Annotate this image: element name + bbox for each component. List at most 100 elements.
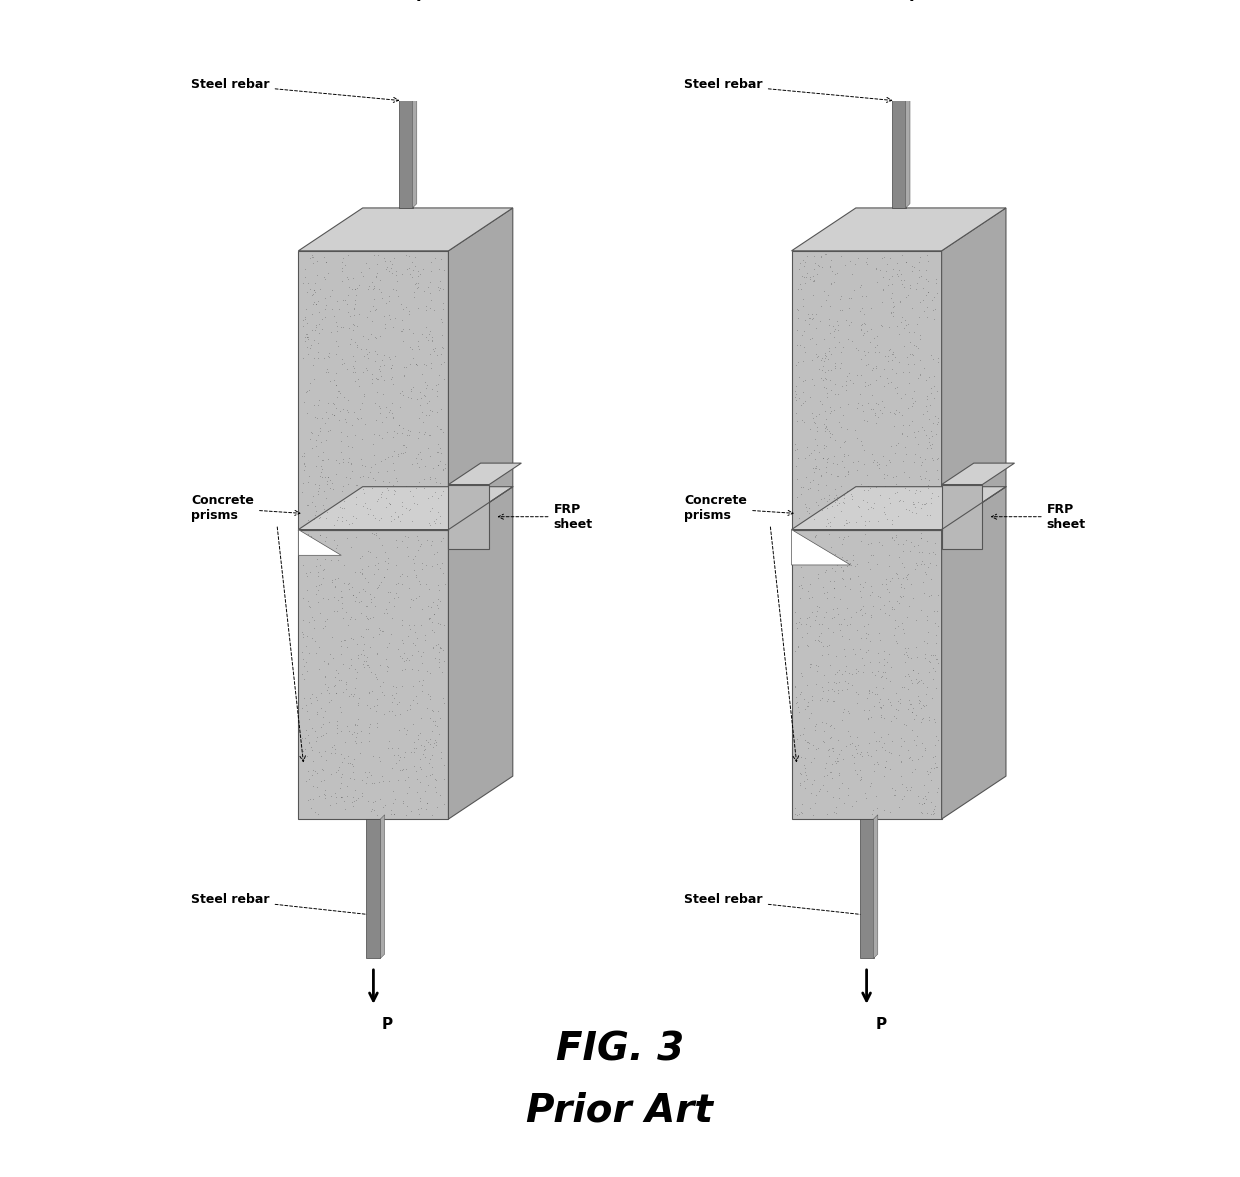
Point	[332, 450, 352, 468]
Point	[852, 299, 872, 318]
Text: P: P	[875, 1017, 887, 1032]
Point	[898, 607, 918, 626]
Point	[315, 701, 335, 720]
Point	[818, 740, 838, 759]
Point	[293, 317, 312, 335]
Point	[383, 374, 403, 393]
Point	[326, 787, 346, 806]
Point	[372, 452, 392, 471]
Point	[859, 733, 879, 752]
Point	[792, 666, 812, 685]
Point	[895, 311, 915, 330]
Polygon shape	[791, 530, 851, 565]
Point	[852, 649, 872, 667]
Point	[789, 259, 808, 278]
Point	[427, 797, 446, 816]
Point	[343, 403, 363, 421]
Point	[905, 706, 925, 725]
Point	[366, 524, 386, 543]
Point	[308, 705, 327, 724]
Point	[345, 315, 365, 334]
Point	[339, 687, 358, 706]
Point	[382, 625, 402, 644]
Point	[806, 674, 826, 693]
Point	[294, 454, 314, 473]
Point	[348, 275, 368, 294]
Point	[921, 586, 941, 605]
Point	[832, 547, 852, 566]
Point	[324, 601, 343, 620]
Point	[794, 756, 813, 774]
Point	[320, 286, 340, 305]
Point	[339, 453, 358, 472]
Point	[393, 418, 413, 437]
Point	[370, 576, 389, 594]
Point	[430, 452, 450, 471]
Point	[360, 723, 379, 742]
Point	[928, 348, 947, 367]
Point	[305, 722, 325, 740]
Point	[873, 663, 893, 681]
Point	[867, 455, 887, 474]
Point	[324, 530, 343, 548]
Point	[828, 551, 848, 570]
Point	[301, 693, 321, 712]
Point	[424, 341, 444, 360]
Point	[405, 479, 425, 498]
Point	[360, 684, 379, 703]
Point	[419, 401, 439, 420]
Point	[868, 644, 888, 663]
Point	[897, 426, 916, 445]
Point	[794, 338, 813, 357]
Point	[319, 541, 339, 560]
Point	[884, 345, 904, 364]
Point	[786, 391, 806, 410]
Point	[314, 247, 334, 266]
Point	[371, 656, 391, 674]
Point	[804, 286, 823, 305]
Point	[820, 424, 839, 443]
Point	[425, 736, 445, 754]
Point	[918, 611, 937, 630]
Point	[428, 455, 448, 474]
Point	[919, 623, 939, 641]
Point	[841, 734, 861, 753]
Point	[362, 681, 382, 700]
Point	[858, 354, 878, 373]
Point	[336, 467, 356, 486]
Point	[372, 413, 392, 432]
Point	[342, 757, 362, 776]
Point	[823, 692, 843, 711]
Point	[430, 473, 450, 492]
Point	[327, 550, 347, 568]
Point	[316, 528, 336, 547]
Point	[799, 479, 818, 498]
Point	[914, 572, 934, 591]
Point	[808, 481, 828, 500]
Point	[410, 750, 430, 769]
Point	[820, 404, 839, 423]
Polygon shape	[791, 530, 941, 819]
Point	[816, 561, 836, 580]
Point	[910, 351, 930, 370]
Point	[355, 652, 374, 671]
Point	[833, 493, 853, 512]
Point	[296, 653, 316, 672]
Point	[914, 554, 934, 573]
Point	[330, 779, 350, 798]
Point	[818, 360, 838, 379]
Point	[303, 424, 322, 443]
Point	[816, 563, 836, 581]
Point	[420, 734, 440, 753]
Point	[408, 332, 428, 351]
Point	[828, 553, 848, 572]
Point	[804, 749, 823, 767]
Point	[808, 739, 828, 758]
Point	[294, 657, 314, 676]
Point	[392, 616, 412, 634]
Point	[885, 525, 905, 544]
Point	[393, 381, 413, 400]
Point	[409, 804, 429, 823]
Point	[800, 268, 820, 287]
Point	[399, 578, 419, 597]
